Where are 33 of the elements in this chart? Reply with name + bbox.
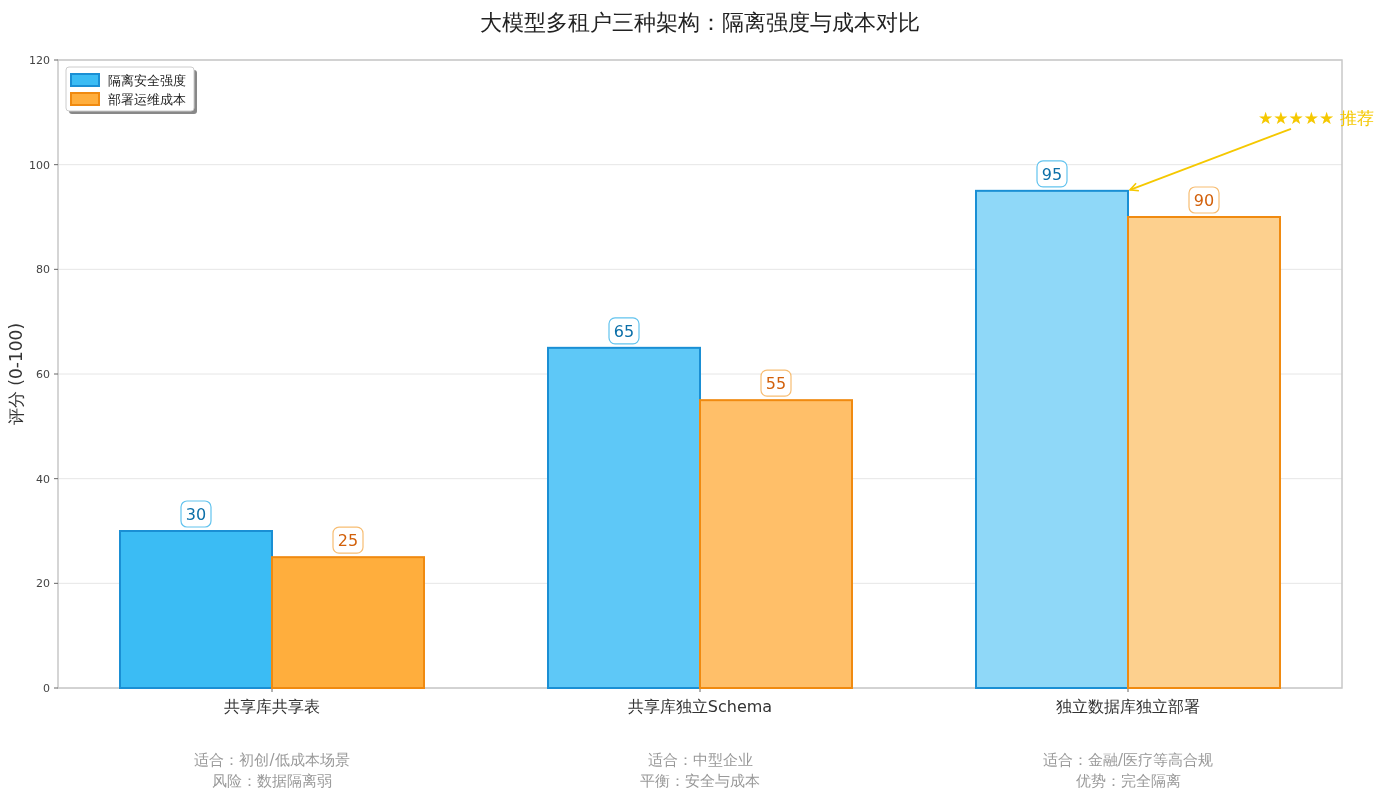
annotation: ★★★★★ 推荐: [1258, 107, 1374, 128]
text: 平衡：安全与成本: [640, 772, 760, 790]
y-tick-label: 0: [43, 682, 50, 695]
text: 风险：数据隔离弱: [212, 772, 332, 790]
y-tick-label: 80: [36, 263, 50, 277]
y-tick-label: 60: [36, 368, 50, 381]
bar: [1127, 216, 1281, 689]
y-tick-label: 100: [29, 158, 50, 172]
legend-label: 隔离安全强度: [108, 73, 186, 88]
data-label: 25: [337, 531, 359, 551]
text: 优势：完全隔离: [1075, 772, 1181, 790]
bar: [119, 530, 273, 689]
y-tick-label: 20: [36, 577, 50, 591]
data-label: 65: [613, 321, 635, 341]
x-tick-label: 共享库独立Schema: [627, 697, 773, 716]
data-label: 55: [765, 374, 787, 394]
text: 适合：初创/低成本场景: [194, 751, 350, 769]
data-label: 90: [1193, 191, 1215, 210]
y-axis-title: 评分 (0-100): [6, 322, 26, 426]
bar: [975, 189, 1129, 689]
text: 适合：金融/医疗等高合规: [1042, 751, 1214, 769]
x-tick-label: 独立数据库独立部署: [1056, 697, 1200, 716]
legend-label: 部署运维成本: [108, 92, 186, 107]
data-label: 30: [185, 505, 207, 524]
bar: [699, 399, 853, 689]
data-label: 95: [1041, 164, 1063, 184]
y-tick-label: 40: [36, 472, 50, 486]
y-tick-label: 120: [29, 54, 50, 67]
bar: [547, 346, 701, 689]
bar: [271, 556, 425, 689]
x-tick-label: 共享库共享表: [224, 697, 320, 716]
chart-title: 大模型多租户三种架构：隔离强度与成本对比: [480, 10, 920, 35]
text: 适合：中型企业: [647, 751, 753, 769]
